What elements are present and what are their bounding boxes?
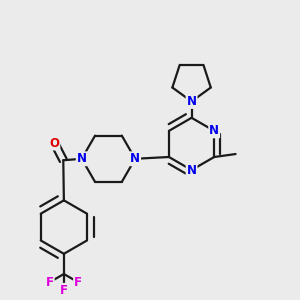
Text: F: F [74,276,82,289]
Text: N: N [187,164,196,177]
Text: F: F [46,276,54,289]
Text: O: O [50,136,59,149]
Text: N: N [77,152,87,165]
Text: N: N [209,124,219,137]
Text: N: N [130,152,140,165]
Text: F: F [60,284,68,297]
Text: N: N [187,95,196,108]
